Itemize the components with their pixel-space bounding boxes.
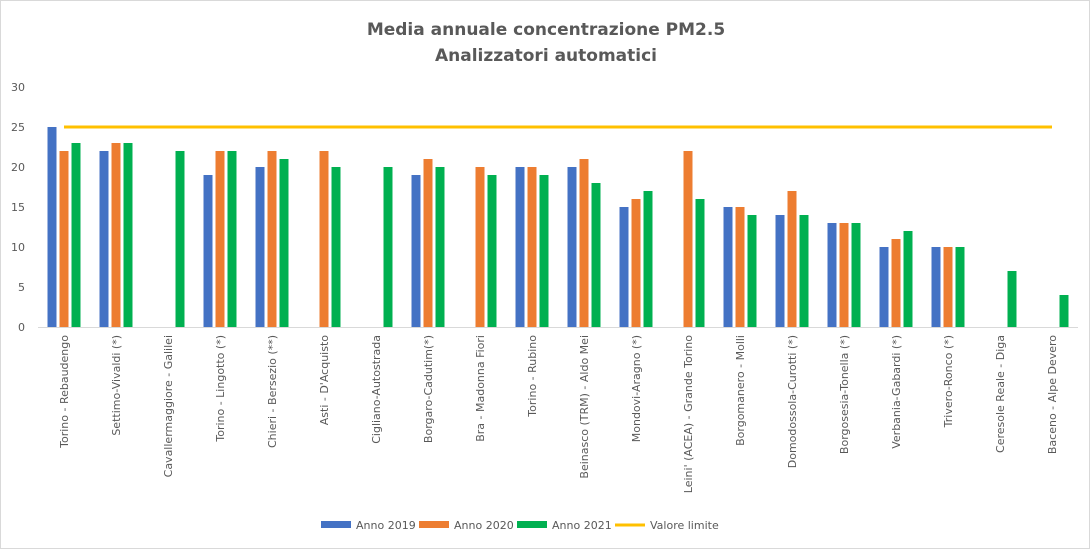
bar-anno-2021	[175, 151, 185, 327]
x-tick-label: Ceresole Reale - Diga	[994, 335, 1007, 453]
x-tick-label: Borgaro-Cadutim(*)	[422, 335, 435, 443]
bar-anno-2019	[515, 167, 525, 327]
bar-anno-2021	[331, 167, 341, 327]
x-tick-label: Chieri - Bersezio (**)	[266, 335, 279, 448]
bar-anno-2019	[203, 175, 213, 327]
x-tick-label: Cigliano-Autostrada	[370, 335, 383, 444]
legend: Anno 2019 Anno 2020 Anno 2021 Valore limite	[321, 519, 719, 532]
legend-label: Anno 2019	[356, 519, 416, 532]
bar-anno-2021	[799, 215, 809, 327]
bar-anno-2020	[839, 223, 849, 327]
chart-title-line-2: Analizzatori automatici	[435, 46, 657, 66]
bar-anno-2020	[423, 159, 433, 327]
bar-anno-2019	[775, 215, 785, 327]
bar-anno-2019	[723, 207, 733, 327]
x-tick-label: Bra - Madonna Fiori	[474, 335, 487, 442]
bar-anno-2020	[267, 151, 277, 327]
bar-anno-2020	[215, 151, 225, 327]
x-tick-label: Torino - Rebaudengo	[58, 335, 71, 449]
bar-anno-2021	[435, 167, 445, 327]
bar-anno-2021	[487, 175, 497, 327]
bar-anno-2020	[579, 159, 589, 327]
bar-anno-2020	[943, 247, 953, 327]
bars	[47, 127, 1069, 327]
x-tick-label: Borgomanero - Molli	[734, 335, 747, 446]
y-tick-label: 30	[11, 81, 25, 94]
legend-swatch	[419, 521, 449, 528]
bar-anno-2019	[827, 223, 837, 327]
bar-anno-2020	[787, 191, 797, 327]
y-tick-label: 10	[11, 241, 25, 254]
x-tick-label: Verbania-Gabardi (*)	[890, 335, 903, 449]
bar-anno-2021	[539, 175, 549, 327]
bar-anno-2021	[643, 191, 653, 327]
bar-anno-2019	[99, 151, 109, 327]
bar-anno-2021	[123, 143, 133, 327]
x-tick-label: Domodossola-Curotti (*)	[786, 335, 799, 468]
bar-anno-2020	[891, 239, 901, 327]
x-tick-label: Mondovi-Aragno (*)	[630, 335, 643, 442]
bar-anno-2020	[59, 151, 69, 327]
x-tick-label: Borgosesia-Tonella (*)	[838, 335, 851, 454]
bar-anno-2019	[567, 167, 577, 327]
bar-anno-2021	[747, 215, 757, 327]
bar-anno-2021	[903, 231, 913, 327]
bar-anno-2021	[591, 183, 601, 327]
y-tick-label: 20	[11, 161, 25, 174]
y-tick-label: 5	[18, 281, 25, 294]
y-tick-label: 25	[11, 121, 25, 134]
bar-anno-2021	[279, 159, 289, 327]
bar-anno-2021	[1007, 271, 1017, 327]
y-axis: 0 5 10 15 20 25 30	[11, 81, 25, 334]
bar-anno-2019	[47, 127, 57, 327]
bar-anno-2021	[1059, 295, 1069, 327]
y-tick-label: 15	[11, 201, 25, 214]
x-tick-label: Settimo-Vivaldi (*)	[110, 335, 123, 436]
legend-swatch	[517, 521, 547, 528]
x-tick-label: Cavallermaggiore - Galilei	[162, 335, 175, 477]
bar-anno-2020	[319, 151, 329, 327]
bar-anno-2021	[851, 223, 861, 327]
y-tick-label: 0	[18, 321, 25, 334]
bar-anno-2019	[255, 167, 265, 327]
chart-title-line-1: Media annuale concentrazione PM2.5	[367, 20, 725, 40]
bar-anno-2019	[879, 247, 889, 327]
x-tick-label: Baceno - Alpe Devero	[1046, 335, 1059, 454]
bar-anno-2021	[383, 167, 393, 327]
x-axis-labels: Torino - Rebaudengo Settimo-Vivaldi (*) Ca…	[58, 335, 1059, 493]
x-tick-label: Beinasco (TRM) - Aldo Mei	[578, 335, 591, 479]
bar-anno-2020	[475, 167, 485, 327]
bar-anno-2021	[695, 199, 705, 327]
x-tick-label: Torino - Rubino	[526, 335, 539, 418]
bar-anno-2020	[631, 199, 641, 327]
bar-anno-2020	[683, 151, 693, 327]
legend-label: Anno 2021	[552, 519, 612, 532]
x-tick-label: Asti - D'Acquisto	[318, 335, 331, 426]
bar-anno-2019	[411, 175, 421, 327]
x-tick-label: Trivero-Ronco (*)	[942, 335, 955, 428]
legend-swatch	[321, 521, 351, 528]
legend-label: Anno 2020	[454, 519, 514, 532]
x-tick-label: Torino - Lingotto (*)	[214, 335, 227, 443]
bar-anno-2020	[111, 143, 121, 327]
bar-anno-2019	[619, 207, 629, 327]
bar-anno-2020	[527, 167, 537, 327]
bar-anno-2019	[931, 247, 941, 327]
bar-anno-2020	[735, 207, 745, 327]
bar-anno-2021	[227, 151, 237, 327]
x-tick-label: Leini' (ACEA) - Grande Torino	[682, 335, 695, 493]
legend-label: Valore limite	[650, 519, 719, 532]
bar-anno-2021	[955, 247, 965, 327]
bar-anno-2021	[71, 143, 81, 327]
